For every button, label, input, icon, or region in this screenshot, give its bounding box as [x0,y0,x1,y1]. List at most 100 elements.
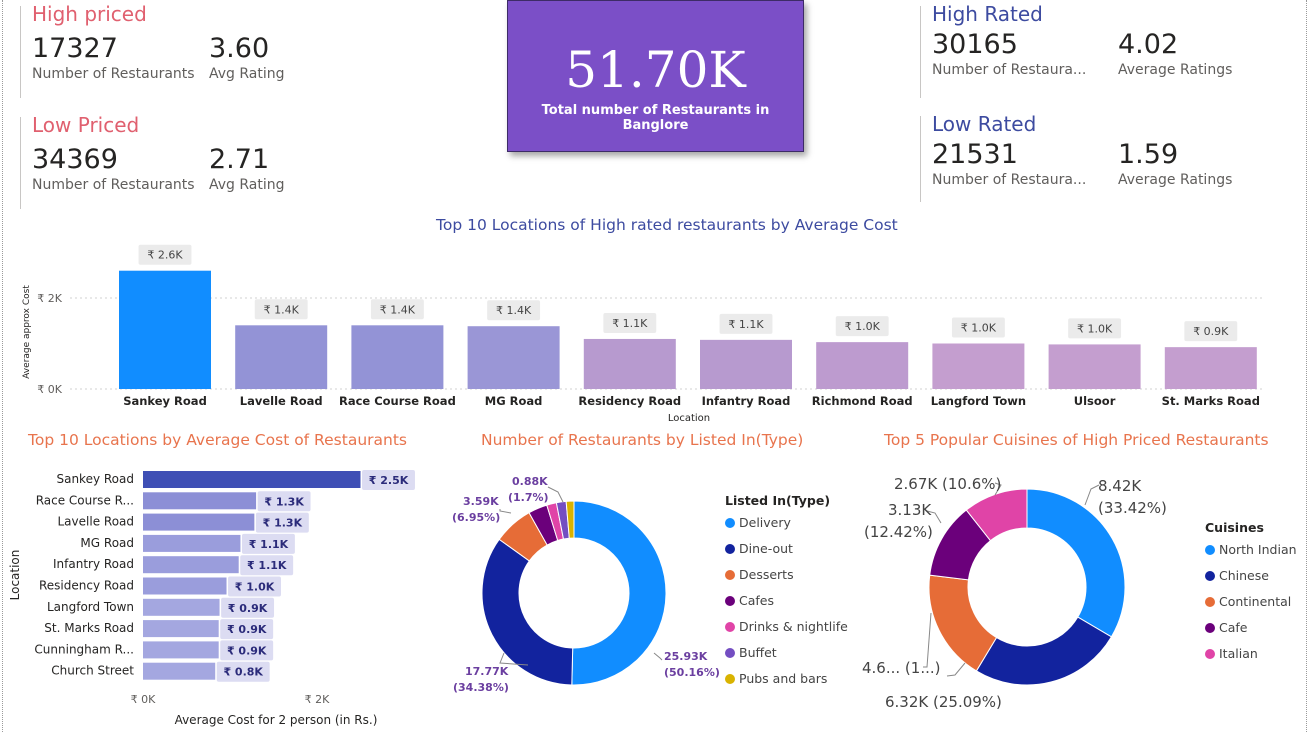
donut-data-label: 0.88K [512,475,548,488]
legend-marker [1205,623,1215,633]
bar-data-label-bg [487,300,541,321]
bar-data-label-bg [220,640,274,661]
bar-data-label: ₹ 1.0K [845,320,881,333]
legend-item[interactable]: Dine-out [739,541,793,556]
bar-data-label: ₹ 1.0K [1077,322,1113,335]
leader-line [926,510,942,524]
bar[interactable] [700,339,792,389]
legend-item[interactable]: Desserts [739,567,794,582]
bar-data-label: ₹ 2.5K [369,474,409,487]
bar[interactable] [235,325,328,389]
y-tick-label: Sankey Road [56,472,134,486]
bar[interactable] [1164,347,1257,389]
bar-data-label-bg [228,576,281,597]
kpi-title: Low Priced [32,113,140,137]
kpi-count-label: Number of Restaurants [32,66,195,82]
chart-title-cuisines: Top 5 Popular Cuisines of High Priced Re… [884,431,1269,449]
kpi-count: 30165 [932,29,1018,60]
bar-data-label-bg [835,316,889,337]
bar[interactable] [143,577,227,595]
y-tick-label: St. Marks Road [44,621,134,635]
x-tick-label: ₹ 2K [305,693,330,706]
bar-data-label: ₹ 0.9K [228,602,268,615]
leader-line [1084,484,1100,506]
bar-data-label-bg [719,313,773,334]
donut-slice[interactable] [975,616,1113,686]
bar[interactable] [143,471,361,488]
bar-data-label-bg [603,312,657,333]
kpi-rating: 3.60 [209,33,270,64]
bar-data-label-bg [1068,318,1122,339]
bar[interactable] [1048,344,1141,389]
legend-item[interactable]: Chinese [1219,568,1269,583]
leader-line [946,662,966,677]
legend-item[interactable]: Italian [1219,646,1258,661]
donut-data-label: 17.77K [465,665,509,678]
bar[interactable] [143,556,239,574]
bar[interactable] [816,342,909,389]
x-axis-label: Average Cost for 2 person (in Rs.) [175,713,378,727]
chart-title-listed-in: Number of Restaurants by Listed In(Type) [481,431,804,449]
bar[interactable] [143,620,219,638]
bar-data-label: ₹ 1.1K [247,559,287,572]
high-rated-cost-bar-chart[interactable]: ₹ 0K ₹ 2K Average approx Cost Location ₹ 2.6… [0,240,1310,430]
legend-marker [725,570,735,580]
kpi-title: High Rated [932,2,1043,26]
bar[interactable] [351,325,444,389]
total-restaurants-card: 51.70K Total number of Restaurants in Ba… [507,0,804,152]
bar[interactable] [467,326,560,389]
bar[interactable] [143,641,219,659]
bar[interactable] [119,270,211,389]
bar[interactable] [143,492,257,510]
kpi-rating-label: Avg Rating [209,66,285,82]
listed-in-donut-chart[interactable]: 25.93K (50.16%) 17.77K (34.38%) 3.59K (6.95%)… [440,455,860,732]
bar-data-label: ₹ 0.8K [223,666,263,679]
donut-slice[interactable] [1026,488,1126,638]
donut-slice[interactable] [481,538,574,686]
legend-item[interactable]: Continental [1219,594,1291,609]
kpi-count: 21531 [932,139,1018,170]
legend-marker [1205,597,1215,607]
kpi-count-label: Number of Restaurants [32,177,195,193]
donut-data-label: (1.7%) [508,491,549,504]
x-tick-label: Lavelle Road [240,394,323,408]
legend-item[interactable]: Drinks & nightlife [739,619,848,634]
bar-data-label: ₹ 1.3K [263,517,303,530]
bar-data-label: ₹ 2.6K [147,249,183,262]
legend-item[interactable]: North Indian [1219,542,1297,557]
legend-item[interactable]: Cafe [1219,620,1248,635]
bar[interactable] [143,534,241,552]
kpi-count: 17327 [32,33,118,64]
legend-item[interactable]: Delivery [739,515,791,530]
avg-cost-horizontal-bar-chart[interactable]: Location Sankey Road ₹ 2.5K Race Course R..… [0,455,440,732]
donut-slice[interactable] [965,488,1028,542]
donut-data-label: 25.93K [664,650,708,663]
legend-item[interactable]: Cafes [739,593,774,608]
bar[interactable] [143,662,216,680]
leader-line [994,482,1002,496]
kpi-rating: 2.71 [209,144,270,175]
donut-data-label: (33.42%) [1098,499,1167,517]
x-tick-label: Richmond Road [812,394,913,408]
donut-data-label: 8.42K [1098,477,1142,495]
bar[interactable] [143,598,220,616]
legend-item[interactable]: Pubs and bars [739,671,827,686]
y-tick-label: MG Road [80,536,134,550]
bar[interactable] [932,343,1025,390]
legend-marker [1205,649,1215,659]
kpi-rating-label: Avg Rating [209,177,285,193]
bar-data-label-bg [370,299,424,320]
y-tick-label: Race Course R... [36,493,134,507]
legend-marker [1205,571,1215,581]
donut-slice[interactable] [565,500,575,539]
legend-marker [725,622,735,632]
cuisines-donut-chart[interactable]: 8.42K (33.42%) 6.32K (25.09%) 4.6... (1...)… [855,455,1305,732]
donut-slice[interactable] [571,500,667,686]
bar-data-label: ₹ 1.1K [728,318,764,331]
bar[interactable] [583,338,676,389]
donut-data-label: 3.59K [463,495,499,508]
x-tick-label: Ulsoor [1074,394,1116,408]
legend-item[interactable]: Buffet [739,645,777,660]
bar[interactable] [143,513,255,531]
bar-data-label: ₹ 1.0K [235,581,275,594]
